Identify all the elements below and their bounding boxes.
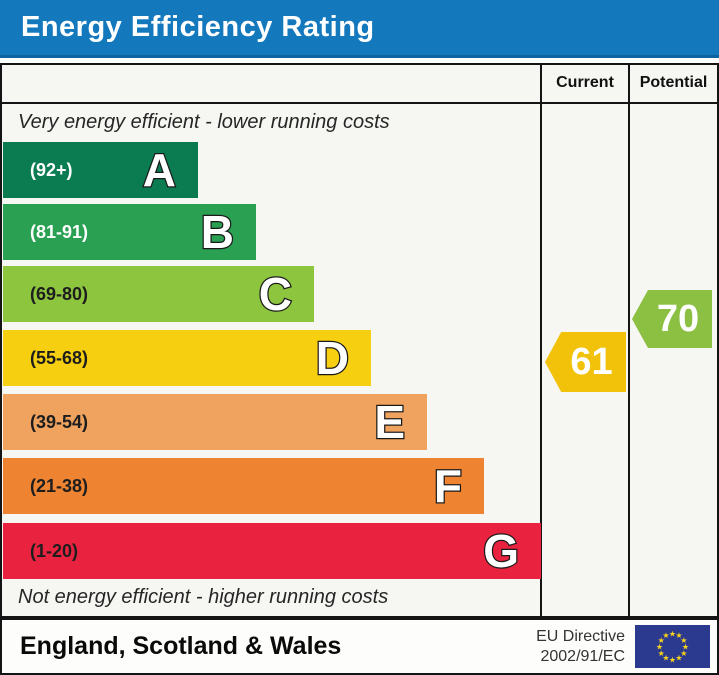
current-rating-arrow: 61 <box>545 332 626 392</box>
band-d: (55-68) D <box>3 330 371 386</box>
band-letter: D <box>315 332 351 384</box>
band-range: (55-68) <box>30 347 89 368</box>
band-e: (39-54) E <box>3 394 427 450</box>
band-a: (92+) A <box>3 142 198 198</box>
svg-text:★: ★ <box>680 636 687 645</box>
band-b: (81-91) B <box>3 204 256 260</box>
potential-rating-arrow: 70 <box>632 290 712 348</box>
eu-flag-icon: ★ ★ ★ ★ ★ ★ ★ ★ ★ ★ ★ ★ <box>635 625 710 668</box>
page-title: Energy Efficiency Rating <box>21 11 375 43</box>
band-range: (69-80) <box>30 283 89 304</box>
band-letter: A <box>142 144 178 196</box>
svg-text:★: ★ <box>675 654 682 663</box>
banner: Energy Efficiency Rating <box>0 0 719 58</box>
band-letter: G <box>482 525 520 577</box>
band-g: (1-20) G <box>3 523 541 579</box>
eu-directive-line1: EU Directive <box>536 627 625 645</box>
svg-text:★: ★ <box>669 629 676 638</box>
header-row-divider <box>0 102 719 104</box>
band-f: (21-38) F <box>3 458 484 514</box>
column-header-current: Current <box>556 74 614 91</box>
svg-text:★: ★ <box>680 649 687 658</box>
svg-text:★: ★ <box>669 655 676 664</box>
top-note: Very energy efficient - lower running co… <box>18 111 390 133</box>
band-c: (69-80) C <box>3 266 314 322</box>
column-divider-current <box>540 63 542 618</box>
current-rating-value: 61 <box>570 340 613 383</box>
band-letter: B <box>200 206 236 258</box>
svg-text:★: ★ <box>675 631 682 640</box>
band-range: (92+) <box>30 159 73 180</box>
eu-directive-label: EU Directive 2002/91/EC <box>536 627 635 667</box>
band-letter: C <box>258 268 294 320</box>
bottom-note: Not energy efficient - higher running co… <box>18 586 389 608</box>
band-range: (21-38) <box>30 475 89 496</box>
svg-text:★: ★ <box>682 642 689 651</box>
svg-text:★: ★ <box>662 654 669 663</box>
svg-text:★: ★ <box>658 636 665 645</box>
svg-text:★: ★ <box>658 649 665 658</box>
band-letter: E <box>373 396 406 448</box>
eu-directive-line2: 2002/91/EC <box>540 647 625 665</box>
band-range: (1-20) <box>30 540 79 561</box>
footer: England, Scotland & Wales EU Directive 2… <box>0 618 719 675</box>
region-label: England, Scotland & Wales <box>20 632 342 660</box>
potential-rating-value: 70 <box>656 297 700 340</box>
band-range: (81-91) <box>30 221 89 242</box>
column-divider-potential <box>628 63 630 618</box>
column-header-potential: Potential <box>639 74 708 91</box>
band-letter: F <box>433 460 464 512</box>
svg-text:★: ★ <box>656 642 663 651</box>
svg-text:★: ★ <box>662 631 669 640</box>
band-range: (39-54) <box>30 411 89 432</box>
